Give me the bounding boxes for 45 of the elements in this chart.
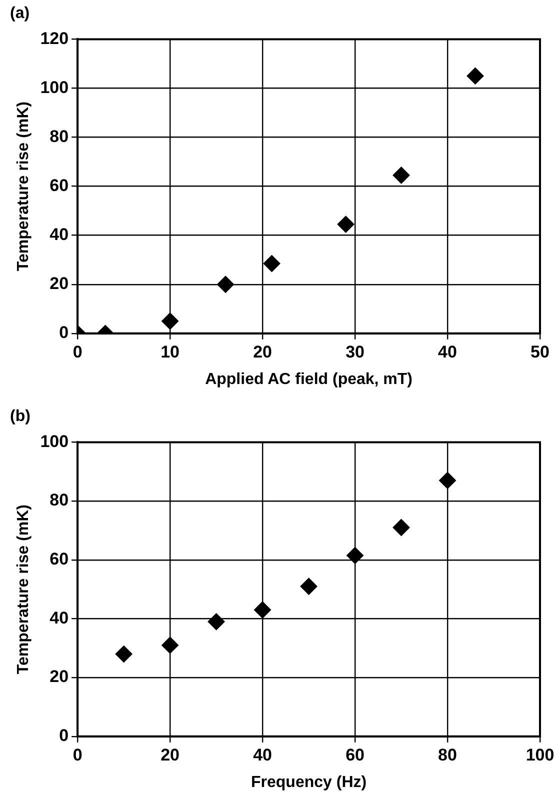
y-tick-label: 80 (50, 490, 69, 510)
point (263, 255, 280, 272)
x-tick-label: 50 (530, 342, 550, 362)
x-tick-label: 20 (253, 342, 272, 362)
x-tick-label: 0 (72, 745, 82, 764)
x-tick-label: 10 (160, 342, 180, 362)
point (392, 166, 410, 184)
x-tick-label: 80 (438, 745, 457, 764)
x-tick-label: 40 (253, 745, 272, 764)
point (346, 546, 364, 564)
x-tick-label: 60 (346, 745, 364, 764)
y-tick-label: 60 (50, 176, 69, 195)
x-axis-title: Frequency (Hz) (250, 774, 367, 791)
x-axis-title: Applied AC field (peak, mT) (205, 370, 412, 388)
y-tick-label: 40 (50, 225, 69, 244)
point (208, 613, 225, 630)
y-tick-label: 120 (40, 28, 69, 48)
y-axis-title: Temperature rise (mK) (15, 504, 32, 674)
point (217, 276, 234, 293)
y-tick-label: 80 (50, 126, 69, 146)
point (466, 67, 484, 84)
x-tick-label: 0 (72, 342, 82, 362)
point (337, 216, 354, 233)
y-tick-label: 100 (40, 432, 69, 451)
y-axis-title: Temperature rise (mK) (15, 102, 32, 272)
y-tick-label: 100 (40, 78, 69, 97)
point (254, 601, 272, 618)
y-tick-label: 0 (59, 323, 69, 342)
point (115, 646, 132, 663)
point (300, 578, 318, 595)
y-tick-label: 20 (50, 667, 69, 686)
point (392, 519, 410, 536)
y-tick-label: 0 (59, 726, 69, 746)
chart-title: (a) (10, 5, 30, 22)
x-tick-label: 30 (346, 342, 364, 362)
x-tick-label: 100 (526, 745, 554, 764)
point (162, 636, 179, 654)
y-tick-label: 60 (50, 550, 69, 569)
point (162, 312, 179, 330)
chart-title: (b) (10, 408, 30, 426)
y-tick-label: 40 (50, 608, 69, 628)
x-tick-label: 20 (160, 745, 180, 764)
x-tick-label: 40 (438, 342, 457, 362)
point (439, 472, 456, 489)
y-tick-label: 20 (50, 274, 69, 294)
